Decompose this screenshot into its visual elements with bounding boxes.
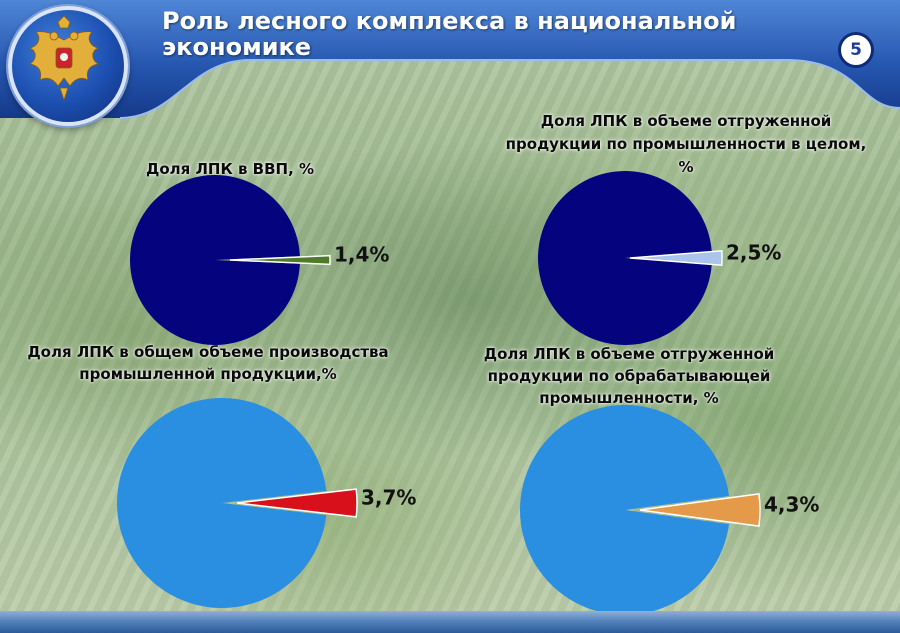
coat-of-arms-emblem (8, 6, 128, 126)
pie-3-slice-rest (116, 398, 327, 609)
pie-2-slice-lpk (629, 249, 723, 267)
pie-3-value-label: 3,7% (361, 486, 416, 510)
page-title: Роль лесного комплекса в национальной эк… (162, 7, 737, 61)
pie-4-slice-lpk (639, 492, 761, 528)
header-bar (0, 0, 900, 119)
page-number-badge: 5 (838, 32, 874, 68)
bottom-strip (0, 611, 900, 633)
pie-3-slice-lpk (236, 488, 358, 518)
pie-chart-3: 3,7% (116, 398, 416, 609)
pie-1-value-label: 1,4% (334, 243, 389, 267)
chart-4-title: Доля ЛПК в объеме отгруженной продукции … (483, 345, 775, 407)
chart-3-title: Доля ЛПК в общем объеме производства про… (27, 343, 389, 383)
pie-chart-2: 2,5% (537, 170, 781, 345)
pie-chart-4: 4,3% (519, 405, 819, 615)
pie-1-slice-rest (130, 174, 300, 345)
pie-chart-1: 1,4% (130, 174, 389, 345)
pie-4-slice-rest (519, 405, 730, 615)
pie-4-value-label: 4,3% (764, 493, 819, 517)
chart-1-title: Доля ЛПК в ВВП, % (145, 160, 315, 178)
pie-2-slice-rest (537, 170, 712, 345)
pie-1-slice-lpk (229, 254, 331, 266)
pie-2-value-label: 2,5% (726, 241, 781, 265)
chart-2-title: Доля ЛПК в объеме отгруженной продукции … (505, 112, 867, 176)
